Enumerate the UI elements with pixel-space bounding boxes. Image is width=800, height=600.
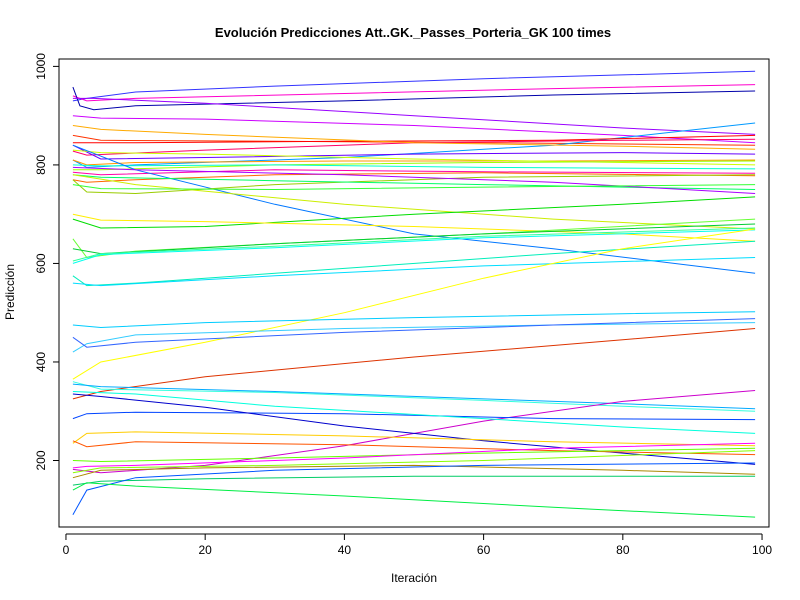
series-line-3 xyxy=(72,86,756,111)
series-line-43 xyxy=(72,431,756,447)
series-line-29 xyxy=(72,229,756,264)
series-line-50 xyxy=(72,462,756,515)
series-line-4 xyxy=(72,97,756,135)
series-line-15 xyxy=(72,164,756,170)
series-line-39 xyxy=(72,390,756,474)
series-line-13 xyxy=(72,149,756,166)
x-tick-label: 20 xyxy=(198,543,212,557)
series-line-2 xyxy=(72,84,756,102)
series-line-10 xyxy=(72,144,756,160)
series-line-23 xyxy=(72,184,756,191)
series-line-35 xyxy=(72,318,756,348)
series-line-9 xyxy=(72,134,756,144)
series-line-51 xyxy=(72,482,756,518)
series-line-48 xyxy=(72,464,756,479)
y-tick-label: 200 xyxy=(34,450,48,470)
series-group xyxy=(72,70,756,518)
series-line-28 xyxy=(72,227,756,262)
series-line-38 xyxy=(72,383,756,410)
series-line-30 xyxy=(72,240,756,287)
series-line-11 xyxy=(72,125,756,150)
y-tick-label: 600 xyxy=(34,253,48,273)
series-line-45 xyxy=(72,447,756,463)
x-axis-label: Iteración xyxy=(391,571,437,585)
series-line-27 xyxy=(72,223,756,255)
x-axis: 0 20 40 60 80 100 xyxy=(63,533,772,557)
series-line-44 xyxy=(72,440,756,456)
series-line-49 xyxy=(72,475,756,486)
series-line-7 xyxy=(72,122,756,168)
series-line-22 xyxy=(72,174,756,230)
series-line-37 xyxy=(72,381,756,412)
series-line-32 xyxy=(72,228,756,380)
series-line-16 xyxy=(72,169,756,176)
series-line-18 xyxy=(72,144,756,274)
series-line-33 xyxy=(72,311,756,329)
x-tick-label: 0 xyxy=(63,543,70,557)
y-tick-label: 1000 xyxy=(34,53,48,80)
series-line-41 xyxy=(72,393,756,465)
x-tick-label: 100 xyxy=(752,543,772,557)
y-axis-label: Predicción xyxy=(3,264,17,320)
series-line-5 xyxy=(72,115,756,144)
series-line-24 xyxy=(72,196,756,229)
y-tick-label: 400 xyxy=(34,352,48,372)
series-line-31 xyxy=(72,257,756,287)
series-line-17 xyxy=(72,172,756,183)
chart-title: Evolución Predicciones Att..GK._Passes_P… xyxy=(215,25,611,40)
series-line-42 xyxy=(72,391,756,434)
x-tick-label: 80 xyxy=(616,543,630,557)
y-tick-label: 800 xyxy=(34,155,48,175)
x-tick-label: 60 xyxy=(477,543,491,557)
series-line-46 xyxy=(72,442,756,469)
series-line-47 xyxy=(72,450,756,474)
series-line-12 xyxy=(72,159,756,166)
y-axis: 200 400 600 800 1000 xyxy=(34,53,60,471)
series-line-25 xyxy=(72,213,756,242)
series-line-40 xyxy=(72,411,756,421)
series-line-1 xyxy=(72,70,756,102)
x-tick-label: 40 xyxy=(338,543,352,557)
series-line-8 xyxy=(72,138,756,156)
